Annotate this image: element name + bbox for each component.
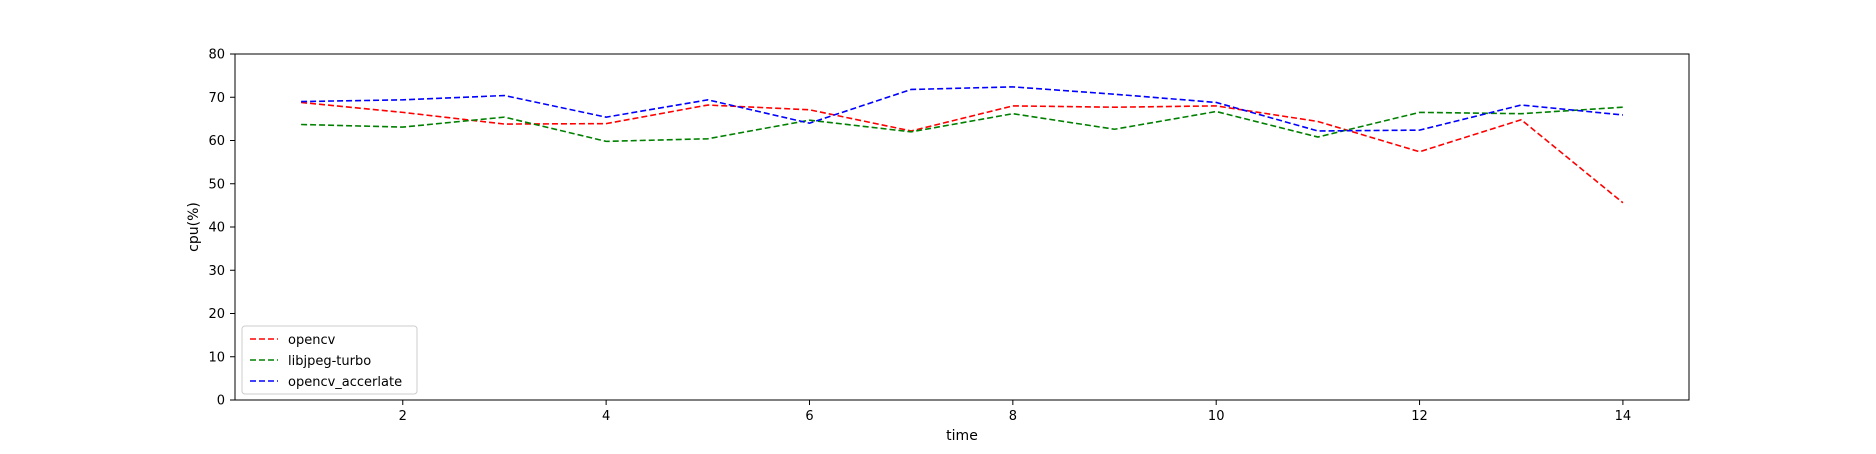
x-tick-label: 4 <box>602 409 610 424</box>
y-tick-label: 80 <box>208 48 225 63</box>
y-tick-label: 30 <box>208 264 225 279</box>
x-tick-label: 12 <box>1411 409 1428 424</box>
x-tick-label: 14 <box>1615 409 1632 424</box>
y-tick-label: 20 <box>208 307 225 322</box>
x-tick-label: 10 <box>1208 409 1225 424</box>
y-axis-label: cpu(%) <box>186 202 202 252</box>
legend-label-opencv: opencv <box>288 333 336 348</box>
plot-frame <box>234 53 1690 401</box>
series-line-libjpeg-turbo <box>301 106 1623 143</box>
x-tick-label: 8 <box>1009 409 1017 424</box>
series-layer <box>301 86 1624 204</box>
legend: opencv libjpeg-turbo opencv_accerlate <box>241 325 418 395</box>
x-tick-label: 2 <box>399 409 407 424</box>
series-line-opencv_accerlate <box>301 86 1623 132</box>
y-tick-label: 60 <box>208 134 225 149</box>
y-tick-label: 40 <box>208 221 225 236</box>
x-tick-label: 6 <box>805 409 813 424</box>
y-tick-label: 70 <box>208 91 225 106</box>
x-axis-label: time <box>946 428 978 444</box>
y-tick-label: 0 <box>217 394 225 409</box>
y-tick-label: 50 <box>208 177 225 192</box>
axes-layer: 2 4 6 8 10 12 14 0 10 20 30 40 50 60 70 80 <box>208 48 1631 425</box>
legend-label-libjpeg-turbo: libjpeg-turbo <box>288 354 371 369</box>
legend-box <box>241 325 418 395</box>
plot-area <box>235 54 1689 400</box>
y-tick-label: 10 <box>208 350 225 365</box>
series-line-opencv <box>301 101 1624 204</box>
legend-label-opencv_accerlate: opencv_accerlate <box>288 375 402 390</box>
